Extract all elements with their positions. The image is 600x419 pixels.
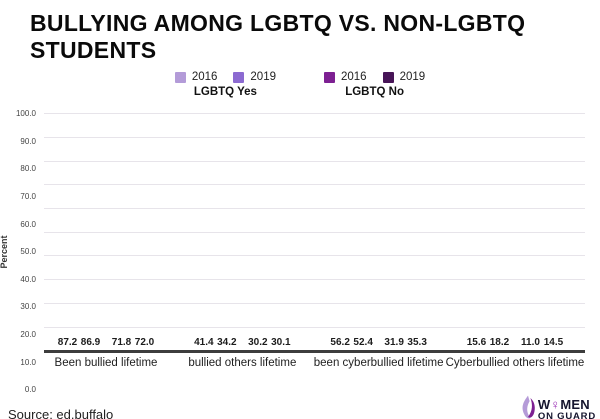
bars-container: 87.2 86.9 71.8 72.0 41.4 34.2 30.2 30.1 56.2 52.4… bbox=[44, 114, 585, 351]
bar-value-label: 34.2 bbox=[217, 337, 237, 349]
legend-group-title: LGBTQ No bbox=[345, 86, 404, 99]
source-credit: Source: ed.buffalo bbox=[8, 407, 114, 419]
bar-value-label: 56.2 bbox=[330, 337, 350, 349]
bar-value-label: 52.4 bbox=[353, 337, 373, 349]
y-axis-tick: 30.0 bbox=[20, 302, 36, 312]
gridline bbox=[44, 208, 585, 210]
legend-swatch-2019-lgbtq-yes bbox=[233, 71, 245, 83]
y-axis-tick: 60.0 bbox=[20, 219, 36, 229]
x-axis-labels: Been bullied lifetime bullied others life… bbox=[44, 356, 585, 390]
legend: 2016 2019 LGBTQ Yes 2016 2019 LGBTQ No bbox=[0, 71, 600, 98]
bar-value-label: 15.6 bbox=[466, 337, 487, 349]
logo-word-post: MEN bbox=[560, 397, 590, 413]
legend-group-lgbtq-yes: 2016 2019 LGBTQ Yes bbox=[174, 71, 276, 99]
y-axis-tick: 70.0 bbox=[20, 192, 36, 202]
bar-value-label: 71.8 bbox=[111, 337, 132, 349]
legend-group-lgbtq-no: 2016 2019 LGBTQ No bbox=[324, 71, 425, 98]
bar-value-label: 30.1 bbox=[271, 337, 291, 349]
bar-value-label: 18.2 bbox=[489, 337, 510, 349]
logo-text: W♀MEN ON GUARD bbox=[538, 398, 596, 419]
y-axis-tick: 20.0 bbox=[20, 330, 36, 340]
x-axis-category: been cyberbullied lifetime bbox=[313, 357, 444, 370]
gridline bbox=[44, 302, 585, 304]
logo-flame-icon bbox=[520, 394, 536, 419]
y-axis-ticks: 0.0 10.0 20.0 30.0 40.0 50.0 60.0 70.0 80.0 90.0 1… bbox=[2, 109, 40, 394]
gridline bbox=[44, 326, 585, 328]
bar-value-label: 86.9 bbox=[80, 337, 101, 349]
legend-year-label: 2016 bbox=[191, 71, 218, 84]
x-axis-category: bullied others lifetime bbox=[188, 357, 297, 370]
legend-swatch-2016-lgbtq-yes bbox=[174, 71, 186, 83]
y-axis-tick: 90.0 bbox=[20, 136, 36, 146]
y-axis-tick: 50.0 bbox=[20, 247, 36, 257]
bar-value-label: 14.5 bbox=[543, 337, 564, 349]
x-axis-category: Cyberbullied others lifetime bbox=[445, 357, 585, 370]
legend-year-label: 2016 bbox=[341, 71, 367, 84]
bar-value-label: 41.4 bbox=[194, 337, 214, 349]
gridline bbox=[44, 279, 585, 281]
gridline bbox=[44, 184, 585, 186]
gridline bbox=[44, 231, 585, 233]
y-axis-tick: 100.0 bbox=[15, 109, 36, 119]
gridline bbox=[44, 255, 585, 257]
gridline bbox=[44, 113, 585, 115]
bar-value-label: 35.3 bbox=[407, 337, 427, 349]
bar-value-label: 11.0 bbox=[521, 337, 540, 349]
legend-group-title: LGBTQ Yes bbox=[193, 86, 257, 99]
y-axis-tick: 80.0 bbox=[20, 164, 36, 174]
bar-chart: Percent 0.0 10.0 20.0 30.0 40.0 50.0 60.0 70.0 8… bbox=[0, 109, 585, 394]
female-symbol-icon: ♀ bbox=[550, 397, 561, 413]
y-axis-tick: 10.0 bbox=[20, 357, 36, 367]
bar-value-label: 72.0 bbox=[134, 337, 155, 349]
logo-tagline: ON GUARD bbox=[537, 411, 596, 419]
legend-swatch-2019-lgbtq-no bbox=[382, 71, 394, 83]
bar-value-label: 31.9 bbox=[384, 337, 404, 349]
gridline bbox=[44, 136, 585, 138]
legend-swatch-2016-lgbtq-no bbox=[324, 71, 335, 83]
legend-year-label: 2019 bbox=[399, 71, 426, 84]
bar-value-label: 87.2 bbox=[57, 337, 78, 349]
bar-value-label: 30.2 bbox=[248, 337, 268, 349]
legend-year-label: 2019 bbox=[250, 71, 276, 84]
y-axis-tick: 0.0 bbox=[24, 385, 36, 395]
women-on-guard-logo: W♀MEN ON GUARD bbox=[520, 394, 596, 419]
logo-word-pre: W bbox=[537, 397, 551, 413]
x-axis-category: Been bullied lifetime bbox=[54, 357, 158, 370]
gridline bbox=[44, 160, 585, 162]
chart-title: BULLYING AMONG LGBTQ VS. NON-LGBTQ STUDE… bbox=[30, 10, 526, 64]
plot-area: 87.2 86.9 71.8 72.0 41.4 34.2 30.2 30.1 56.2 52.4… bbox=[44, 113, 585, 354]
y-axis-tick: 40.0 bbox=[20, 274, 36, 284]
x-axis-line bbox=[44, 350, 585, 354]
